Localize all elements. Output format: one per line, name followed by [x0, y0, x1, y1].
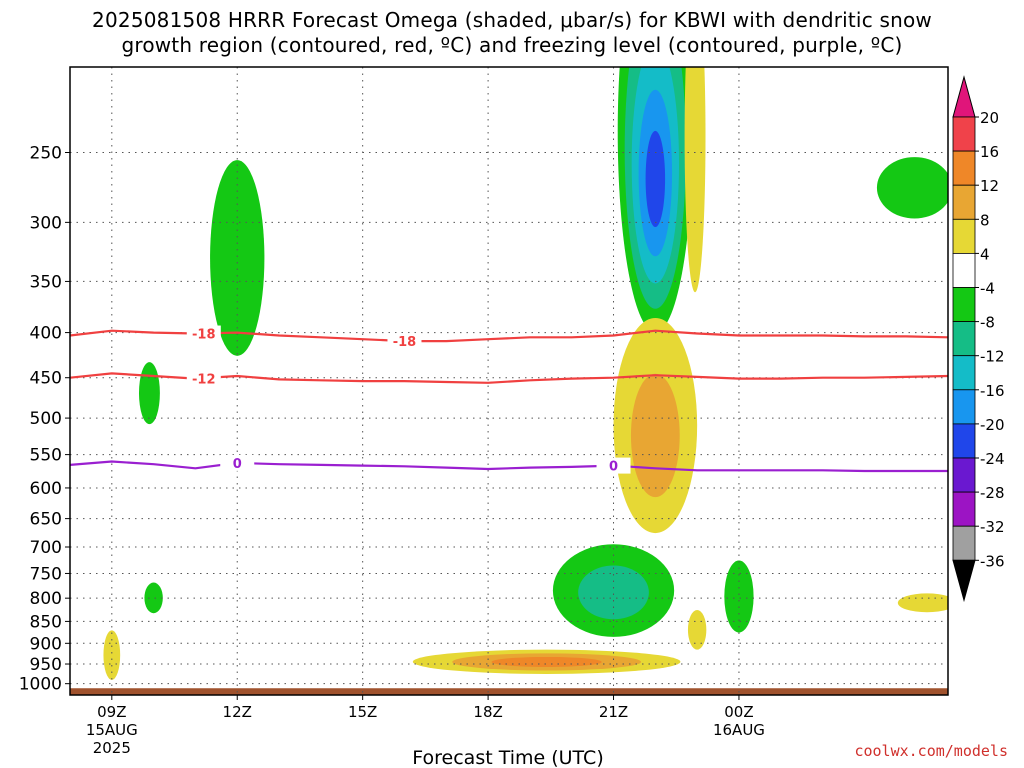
contour-line-2 — [70, 460, 948, 473]
colorbar-bin-12 — [952, 525, 976, 561]
omega-region-2-level-0 — [144, 582, 163, 614]
contour-label-bg-1-0 — [186, 370, 221, 387]
chart-title-line-1: 2025081508 HRRR Forecast Omega (shaded, … — [92, 8, 932, 32]
y-tick-label-350: 350 — [30, 272, 62, 292]
temperature-contours: -18 -18 -12 0 0 — [70, 325, 948, 475]
colorbar-label-9: -20 — [980, 416, 1005, 434]
colorbar-label-0: 20 — [980, 109, 999, 127]
ground-layer — [70, 688, 948, 695]
y-tick-label-750: 750 — [30, 564, 62, 584]
colorbar-bin-11 — [952, 491, 976, 527]
x-tick-label-21Z-0: 21Z — [599, 703, 628, 721]
y-tick-label-450: 450 — [30, 369, 62, 389]
y-tick-label-900: 900 — [30, 634, 62, 654]
x-tick-label-00Z-0: 00Z — [724, 703, 753, 721]
colorbar-label-8: -16 — [980, 382, 1005, 400]
y-tick-label-950: 950 — [30, 655, 62, 675]
colorbar-bin-3 — [952, 218, 976, 254]
colorbar-bin-2 — [952, 184, 976, 220]
colorbar-label-2: 12 — [980, 177, 999, 195]
colorbar-label-12: -32 — [980, 518, 1005, 536]
x-axis-label: Forecast Time (UTC) — [412, 747, 603, 768]
colorbar-label-4: 4 — [980, 245, 990, 263]
colorbar-bin-6 — [952, 321, 976, 357]
omega-region-7-level-1 — [578, 565, 649, 620]
site-credit: coolwx.com/models — [854, 742, 1008, 760]
colorbar-bin-0 — [952, 116, 976, 152]
y-tick-label-850: 850 — [30, 612, 62, 632]
colorbar: 20 16 12 8 4 -4 -8 -12 -16 -20 -24 -28 -32 -36 — [952, 75, 1005, 603]
contour-label-2-1: 0 — [609, 460, 618, 475]
colorbar-label-10: -24 — [980, 450, 1005, 468]
grid-lines — [70, 67, 948, 695]
colorbar-top-arrow — [952, 75, 976, 118]
y-tick-label-400: 400 — [30, 324, 62, 344]
y-tick-label-600: 600 — [30, 479, 62, 499]
x-tick-label-09Z-2: 2025 — [93, 739, 131, 757]
colorbar-bin-10 — [952, 457, 976, 493]
omega-region-5-level-0 — [684, 67, 706, 293]
contour-label-0-1: -18 — [393, 335, 417, 350]
colorbar-label-11: -28 — [980, 484, 1005, 502]
colorbar-bin-4 — [952, 252, 976, 288]
omega-region-9-level-0 — [724, 560, 754, 633]
colorbar-bin-8 — [952, 389, 976, 425]
x-tick-label-18Z-0: 18Z — [473, 703, 502, 721]
x-tick-label-15Z-0: 15Z — [348, 703, 377, 721]
y-tick-label-550: 550 — [30, 446, 62, 466]
colorbar-label-6: -8 — [980, 314, 995, 332]
contour-label-bg-2-0 — [220, 454, 255, 471]
y-tick-label-250: 250 — [30, 143, 62, 163]
colorbar-label-13: -36 — [980, 552, 1005, 570]
y-tick-label-1000: 1000 — [19, 675, 62, 695]
chart-title-line-2: growth region (contoured, red, ºC) and f… — [121, 33, 903, 57]
colorbar-label-7: -12 — [980, 348, 1005, 366]
colorbar-bottom-arrow — [952, 559, 976, 603]
colorbar-bin-9 — [952, 423, 976, 459]
contour-label-0-0: -18 — [192, 328, 216, 343]
ground-strip — [70, 688, 948, 695]
contour-label-bg-0-1 — [387, 333, 422, 350]
omega-region-6-level-1 — [630, 373, 680, 498]
colorbar-bin-5 — [952, 287, 976, 322]
y-tick-label-650: 650 — [30, 510, 62, 530]
contour-label-bg-0-0 — [186, 325, 221, 342]
omega-region-4-level-4 — [645, 130, 666, 228]
axes: 2503003504004505005506006507007508008509… — [19, 66, 949, 757]
omega-region-11-level-0 — [876, 157, 948, 219]
y-tick-label-500: 500 — [30, 409, 62, 429]
contour-label-2-0: 0 — [233, 457, 242, 472]
colorbar-bin-7 — [952, 355, 976, 391]
omega-region-0-level-0 — [210, 160, 265, 356]
y-tick-label-800: 800 — [30, 589, 62, 609]
colorbar-label-5: -4 — [980, 280, 995, 298]
x-tick-label-12Z-0: 12Z — [223, 703, 252, 721]
omega-shading — [103, 67, 948, 680]
y-tick-label-300: 300 — [30, 213, 62, 233]
colorbar-label-3: 8 — [980, 211, 990, 229]
contour-label-1-0: -12 — [192, 373, 216, 388]
plot-frame — [69, 66, 949, 696]
y-tick-label-700: 700 — [30, 538, 62, 558]
colorbar-label-1: 16 — [980, 143, 999, 161]
omega-region-3-level-0 — [103, 630, 121, 680]
x-tick-label-09Z-1: 15AUG — [86, 721, 138, 739]
omega-region-10-level-0 — [687, 609, 707, 650]
x-tick-label-09Z-0: 09Z — [97, 703, 126, 721]
contour-label-bg-2-1 — [596, 457, 631, 474]
x-tick-label-00Z-1: 16AUG — [713, 721, 765, 739]
omega-region-8-level-2 — [491, 656, 602, 667]
colorbar-bin-1 — [952, 150, 976, 186]
omega-region-1-level-0 — [138, 362, 160, 425]
